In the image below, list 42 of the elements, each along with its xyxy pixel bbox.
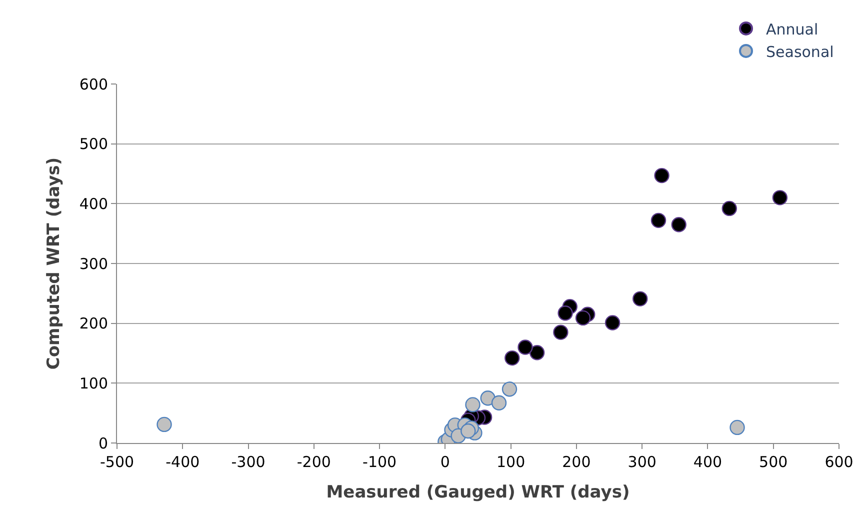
point	[604, 315, 620, 330]
x-tick-label: -500	[100, 453, 134, 471]
x-tick-label: -400	[166, 453, 200, 471]
x-tick-label: -200	[296, 453, 331, 471]
y-axis-title: Computed WRT (days)	[44, 157, 64, 370]
point	[722, 200, 737, 216]
y-tick-label: 0	[98, 434, 108, 452]
x-tick-label: 600	[824, 453, 854, 471]
point	[504, 350, 520, 366]
point	[518, 340, 533, 355]
x-tick-label: 300	[628, 453, 656, 471]
legend-label: Seasonal	[766, 42, 834, 61]
point	[460, 423, 476, 439]
point	[772, 190, 788, 206]
point	[558, 306, 573, 321]
point	[502, 382, 518, 397]
y-tick-label: 100	[79, 374, 108, 392]
point	[491, 395, 507, 411]
legend-label: Annual	[766, 20, 818, 38]
y-tick-label: 500	[79, 135, 108, 154]
point	[575, 310, 591, 326]
y-tick-label: 300	[79, 254, 108, 273]
point	[654, 168, 670, 184]
x-tick-label: 0	[440, 453, 450, 471]
point	[553, 324, 568, 340]
point	[465, 397, 480, 412]
y-tick-label: 200	[79, 314, 108, 333]
x-tick-label: 100	[496, 453, 526, 471]
point	[156, 416, 172, 432]
x-tick-label: 500	[759, 453, 788, 471]
point	[671, 217, 686, 232]
x-axis-title: Measured (Gauged) WRT (days)	[326, 482, 630, 502]
x-tick-label: -300	[231, 453, 266, 471]
point	[650, 212, 666, 228]
x-tick-label: 400	[693, 453, 722, 471]
y-tick-label: 400	[79, 194, 108, 213]
point	[632, 291, 648, 306]
x-tick-label: 200	[562, 453, 591, 471]
point	[730, 420, 745, 436]
point	[529, 345, 545, 360]
y-tick-label: 600	[79, 75, 108, 94]
x-tick-label: -100	[362, 453, 397, 471]
